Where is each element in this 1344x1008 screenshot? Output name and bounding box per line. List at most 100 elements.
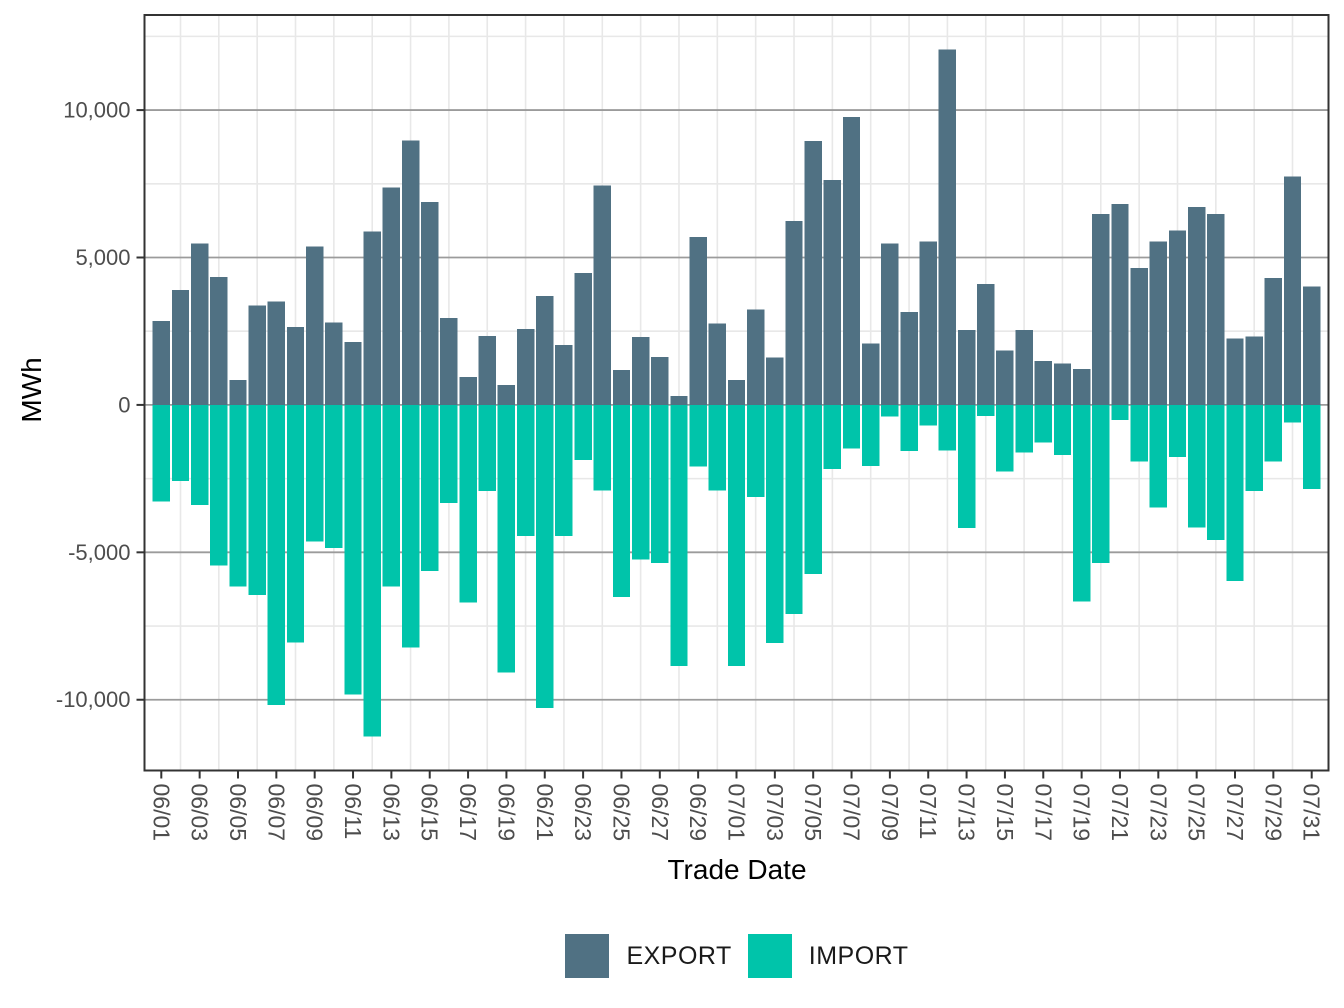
legend-label-export: EXPORT (626, 941, 732, 970)
bar-import (229, 404, 247, 587)
bar-export (670, 396, 688, 405)
x-tick-label: 06/05 (225, 784, 251, 842)
bar-export (1149, 241, 1168, 405)
x-tick-label: 07/01 (724, 784, 750, 842)
x-tick-label: 07/13 (954, 784, 980, 842)
bar-import (1207, 404, 1225, 540)
x-tick-label: 06/19 (493, 784, 519, 842)
bar-export (497, 384, 516, 405)
bar-export (229, 380, 247, 405)
bar-import (421, 404, 439, 571)
x-axis: 06/01 06/03 06/05 06/07 06/09 06/11 06/13 06/15… (148, 770, 1325, 842)
bar-import (171, 404, 190, 481)
x-tick-label: 06/23 (570, 784, 596, 842)
bar-export (727, 380, 746, 405)
x-tick-label: 07/29 (1260, 784, 1286, 842)
bar-import (1264, 404, 1283, 462)
bar-export (344, 342, 362, 405)
bar-import (1130, 404, 1148, 462)
bar-export (996, 350, 1014, 405)
x-tick-label: 06/17 (455, 784, 481, 842)
y-axis: 10,000 5,000 0 -5,000 -10,000 (56, 98, 145, 712)
bar-import (1015, 404, 1033, 453)
bar-export (363, 231, 381, 405)
bar-import (440, 404, 458, 504)
bar-import (363, 404, 381, 737)
bar-import (1245, 404, 1263, 491)
bar-import (459, 404, 477, 603)
bar-export (919, 241, 937, 405)
x-tick-label: 07/19 (1069, 784, 1095, 842)
bar-export (593, 185, 611, 405)
x-tick-label: 07/11 (915, 784, 941, 840)
bar-import (977, 404, 995, 416)
x-tick-label: 07/31 (1299, 784, 1325, 842)
legend-label-import: IMPORT (808, 941, 909, 970)
bar-import (478, 404, 496, 491)
bar-import (919, 404, 937, 426)
bar-import (1303, 404, 1321, 490)
bar-export (152, 320, 170, 405)
x-tick-label: 06/27 (647, 784, 673, 842)
x-tick-label: 07/07 (839, 784, 865, 842)
x-tick-label: 07/21 (1107, 784, 1133, 842)
bar-export (612, 369, 631, 405)
bar-export (1264, 278, 1283, 405)
x-tick-label: 07/09 (877, 784, 903, 842)
bar-import (842, 404, 861, 449)
bar-export (421, 201, 439, 405)
bar-export (286, 326, 305, 405)
bar-export (842, 116, 861, 405)
x-tick-label: 06/07 (263, 784, 289, 842)
x-tick-label: 06/25 (608, 784, 634, 842)
bar-export (651, 356, 669, 405)
y-tick-label: 0 (118, 392, 130, 417)
bar-export (1226, 338, 1244, 405)
x-tick-label: 06/03 (187, 784, 213, 842)
series-import (152, 404, 1321, 737)
bar-export (804, 141, 822, 405)
bar-export (938, 49, 957, 405)
bar-import (785, 404, 803, 615)
bar-export (785, 220, 803, 405)
bar-export (459, 377, 477, 405)
x-tick-label: 07/27 (1222, 784, 1248, 842)
bar-import (152, 404, 170, 502)
x-tick-label: 06/09 (302, 784, 328, 842)
bar-import (248, 404, 266, 595)
bar-export (1034, 360, 1052, 405)
import-swatch-icon (747, 934, 792, 978)
bar-export (900, 312, 918, 405)
bar-import (1226, 404, 1244, 581)
legend: EXPORT IMPORT (145, 932, 1329, 980)
bar-export (1015, 330, 1033, 405)
bar-import (593, 404, 611, 491)
bar-import (938, 404, 957, 451)
bar-import (996, 404, 1014, 472)
bar-import (344, 404, 362, 695)
bar-import (1053, 404, 1072, 456)
x-tick-label: 07/05 (800, 784, 826, 842)
bar-export (689, 236, 707, 405)
bar-import (305, 404, 324, 542)
bar-import (746, 404, 765, 498)
bar-import (612, 404, 631, 598)
bar-export (171, 290, 190, 405)
bar-import (325, 404, 343, 549)
bar-import (382, 404, 401, 587)
bar-export (1187, 206, 1206, 405)
bar-import (900, 404, 918, 451)
bar-export (440, 318, 458, 405)
bar-import (1092, 404, 1110, 564)
bar-export (766, 357, 784, 405)
bar-export (881, 243, 899, 405)
bar-export (1283, 176, 1302, 405)
y-tick-label: 5,000 (75, 245, 130, 270)
bar-export (555, 345, 573, 405)
bar-export (1168, 230, 1187, 405)
x-tick-label: 07/17 (1030, 784, 1056, 842)
bar-export (401, 140, 420, 405)
bar-import (651, 404, 669, 564)
